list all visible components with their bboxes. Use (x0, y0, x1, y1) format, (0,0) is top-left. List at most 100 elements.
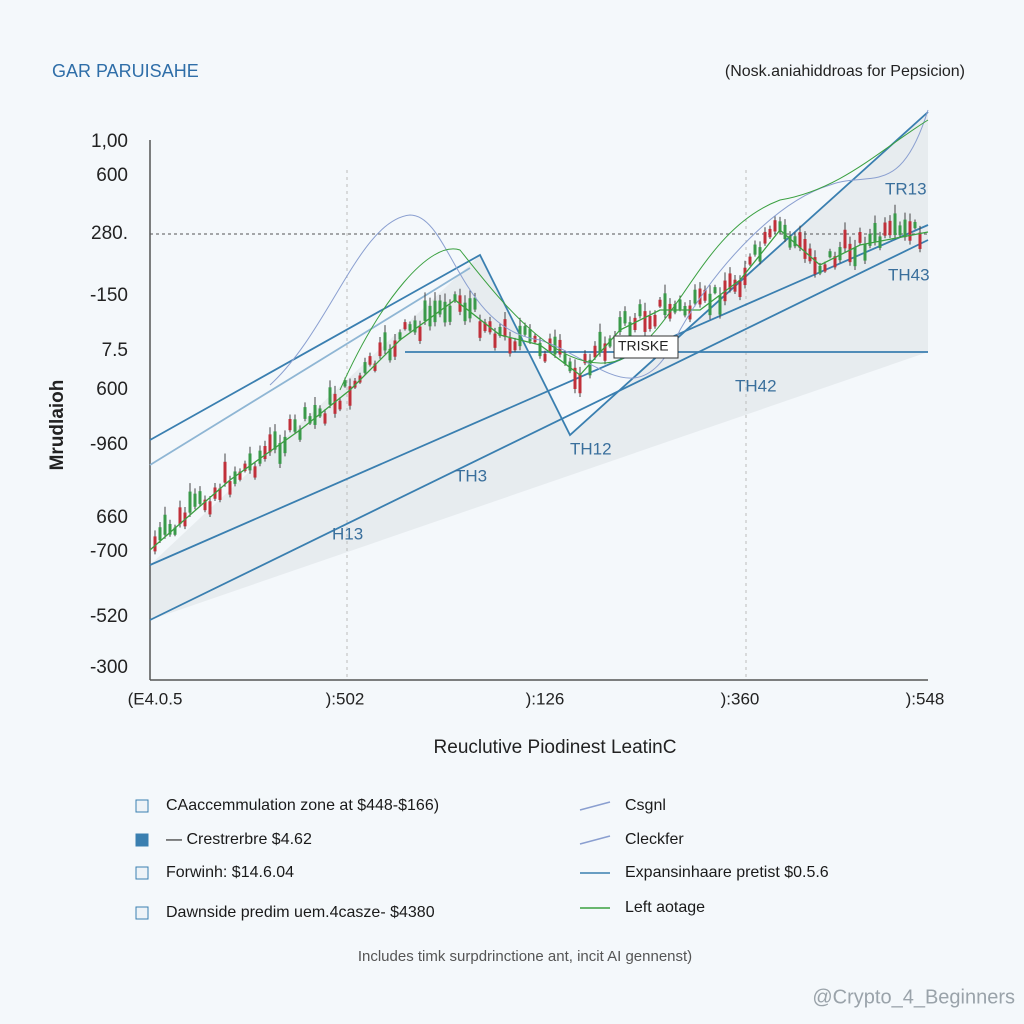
candle (233, 471, 237, 484)
candle (878, 236, 882, 248)
x-tick-label: ):126 (526, 689, 565, 708)
candle (603, 343, 607, 361)
candle (748, 256, 752, 265)
legend-swatch (135, 799, 149, 813)
y-tick-label: -150 (90, 285, 128, 306)
candle (828, 251, 832, 258)
candle (348, 386, 352, 406)
candle (778, 221, 782, 233)
candle (713, 287, 717, 294)
x-tick-label: (E4.0.5 (128, 689, 183, 708)
candle (163, 514, 167, 535)
candle (718, 295, 722, 315)
candle (593, 345, 597, 358)
candle (858, 231, 862, 243)
candle (323, 413, 327, 424)
annotation: TH42 (735, 376, 777, 395)
candle (563, 354, 567, 364)
candle (493, 333, 497, 348)
candle (418, 326, 422, 341)
candle (843, 229, 847, 249)
candle (823, 264, 827, 272)
legend-swatch (135, 866, 149, 880)
candle (218, 488, 222, 500)
candle (338, 400, 342, 410)
candle (518, 325, 522, 347)
candle (303, 407, 307, 419)
candle (913, 221, 917, 229)
candle (608, 338, 612, 347)
candle (193, 493, 197, 507)
candle (423, 300, 427, 321)
trend-line (149, 267, 471, 466)
candle (788, 235, 792, 248)
legend-swatch (135, 906, 149, 920)
candle (368, 356, 372, 365)
legend-swatch (135, 833, 149, 847)
candle (783, 224, 787, 240)
candle (543, 353, 547, 362)
candle (473, 297, 477, 310)
candle (308, 416, 312, 424)
candle (733, 279, 737, 292)
candle (243, 463, 247, 472)
annotation: TH3 (455, 466, 487, 485)
candle (513, 341, 517, 351)
candle (703, 289, 707, 301)
candle (358, 375, 362, 383)
candle (743, 267, 747, 286)
candle (903, 219, 907, 238)
candle (483, 322, 487, 332)
candle (643, 311, 647, 332)
footnote: Includes timk surpdrinctione ant, incit … (358, 948, 692, 965)
moving-average (149, 229, 929, 551)
candle (153, 536, 157, 552)
candle (443, 301, 447, 323)
annotation: H13 (332, 524, 363, 543)
candle (283, 436, 287, 454)
candle (708, 293, 712, 316)
candle (388, 348, 392, 361)
candle (538, 342, 542, 357)
y-tick-label: -520 (90, 606, 128, 627)
candle (173, 527, 177, 535)
candle (178, 507, 182, 525)
candle (463, 302, 467, 322)
legend-label: Cleckfer (625, 831, 684, 848)
candle (863, 243, 867, 261)
candle (528, 329, 532, 342)
legend-label: Left aotage (625, 899, 705, 916)
candle (428, 305, 432, 327)
subtitle: (Nosk.aniahiddroas for Pepsicion) (725, 63, 965, 80)
candles (149, 109, 929, 555)
candle (638, 304, 642, 317)
candle (523, 326, 527, 335)
candle (168, 524, 172, 535)
candle (413, 320, 417, 333)
candle (498, 326, 502, 336)
candle (378, 342, 382, 357)
candle (188, 491, 192, 513)
x-tick-label: ):502 (326, 689, 365, 708)
curve (339, 119, 929, 391)
candle (883, 222, 887, 236)
candle (578, 374, 582, 394)
candle (408, 324, 412, 331)
curve (269, 109, 929, 386)
x-axis-title: Reuclutive Piodinest LeatinC (434, 737, 677, 758)
labels: Mrudlaioh Reuclutive Piodinest LeatinC I… (47, 131, 1015, 1008)
candle (658, 299, 662, 307)
candle (343, 380, 347, 387)
candle (583, 353, 587, 364)
y-tick-label: 600 (96, 165, 128, 186)
candle (753, 244, 757, 255)
y-tick-label: 280. (91, 223, 128, 244)
candle (633, 317, 637, 331)
candle (238, 471, 242, 480)
candle (373, 363, 377, 371)
y-tick-label: 600 (96, 379, 128, 400)
trend-line (149, 111, 929, 441)
candle (223, 461, 227, 483)
candle (673, 304, 677, 313)
candle (848, 243, 852, 263)
